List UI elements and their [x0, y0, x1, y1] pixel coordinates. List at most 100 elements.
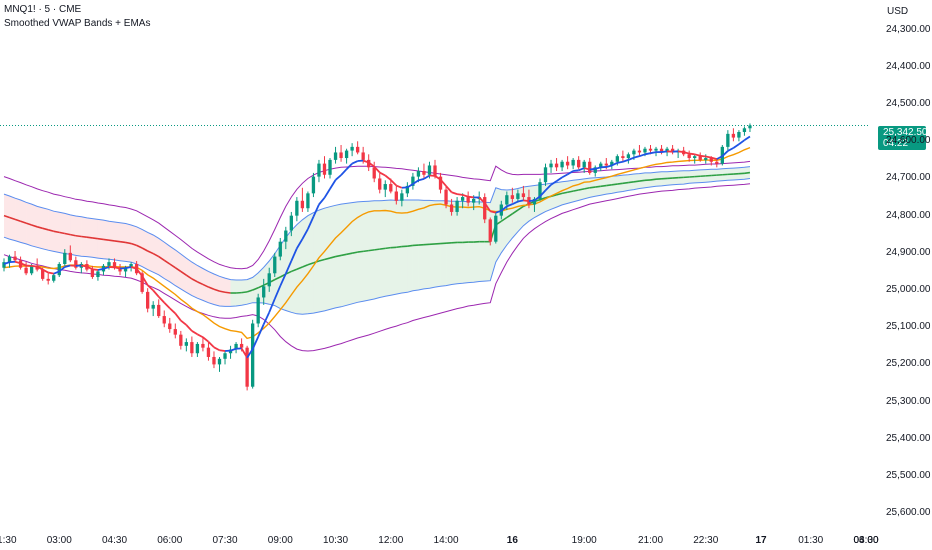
vwap-basis-segment: [208, 286, 215, 291]
price-tick-label: 25,000.00: [886, 284, 931, 296]
vwap-basis-segment: [141, 247, 149, 252]
candle-body: [704, 158, 708, 160]
vwap-basis-segment: [103, 238, 110, 241]
ema-fast-segment: [490, 210, 497, 214]
currency-label[interactable]: USD: [887, 6, 909, 17]
price-tick-label: 24,700.00: [886, 172, 931, 184]
ema-fast-segment: [246, 348, 254, 359]
vwap-basis-segment: [407, 244, 414, 247]
vwap-basis-segment: [368, 249, 375, 252]
ema-fast-segment: [500, 205, 508, 212]
vwap-basis-segment: [500, 216, 508, 222]
vwap-basis-segment: [274, 276, 281, 281]
ema-fast-segment: [611, 162, 618, 167]
price-tick-label: 24,900.00: [886, 246, 931, 258]
candle-body: [400, 193, 404, 201]
candle-body: [372, 167, 376, 179]
ema-fast-segment: [251, 336, 260, 350]
ema-fast-segment: [390, 179, 397, 187]
vwap-basis-segment: [213, 288, 220, 292]
ema-fast-segment: [273, 285, 282, 300]
vwap-basis-segment: [617, 182, 623, 185]
candle-body: [604, 163, 608, 166]
ema-fast-segment: [650, 151, 657, 155]
ema-fast-segment: [97, 267, 104, 271]
vwap-basis-segment: [584, 186, 590, 190]
candle-body: [13, 256, 17, 261]
ema-fast-segment: [240, 347, 248, 359]
indicator-title[interactable]: Smoothed VWAP Bands + EMAs: [4, 18, 151, 29]
ema-fast-segment: [478, 196, 486, 204]
band-fill-segment: [252, 272, 259, 303]
ema-fast-segment: [721, 150, 729, 157]
candle-body: [626, 154, 631, 159]
vwap-basis-segment: [252, 287, 259, 291]
candle-body: [687, 154, 691, 159]
ema-fast-segment: [42, 268, 49, 274]
time-tick-label: 06:00: [157, 535, 183, 546]
vwap-basis-segment: [539, 197, 546, 201]
ema-fast-segment: [368, 161, 375, 168]
candle-body: [472, 198, 476, 203]
candle-body: [521, 193, 526, 198]
candle-body: [239, 343, 244, 348]
time-axis[interactable]: 01:3003:0004:3006:0007:3009:0010:3012:00…: [0, 528, 879, 550]
candle-body: [322, 163, 327, 175]
candle-body: [140, 273, 144, 292]
ema-fast-segment: [86, 265, 93, 271]
ema-fast-segment: [213, 346, 220, 352]
vwap-basis-segment: [202, 283, 209, 288]
price-tick-label: 24,600.00: [886, 135, 931, 147]
candle-body: [179, 334, 183, 346]
candle-body: [151, 304, 155, 309]
vwap-basis-segment: [169, 263, 176, 269]
time-tick-label: 09:00: [267, 535, 293, 546]
ema-fast-segment: [185, 324, 193, 332]
candle-body: [394, 191, 398, 201]
candle-body: [273, 256, 277, 274]
vwap-basis-segment: [180, 270, 187, 276]
vwap-basis-segment: [64, 232, 71, 236]
candle-body: [306, 193, 310, 209]
candlestick-chart[interactable]: [0, 0, 870, 528]
ema-fast-segment: [716, 155, 723, 160]
ema-fast-segment: [644, 152, 651, 156]
vwap-basis-segment: [324, 257, 331, 261]
vwap-basis-segment: [633, 180, 640, 183]
candle-body: [460, 197, 465, 201]
ema-fast-segment: [318, 197, 326, 206]
band-fill-segment: [291, 224, 297, 314]
ema-fast-segment: [135, 268, 143, 277]
candle-body: [422, 171, 426, 175]
candle-body: [549, 163, 553, 168]
candle-body: [416, 171, 421, 177]
candle-body: [383, 184, 387, 190]
chart-plot-area[interactable]: MNQ1! · 5 · CME Smoothed VWAP Bands + EM…: [0, 0, 870, 528]
candle-body: [46, 278, 50, 281]
ema-fast-segment: [20, 262, 27, 267]
vwap-basis-segment: [108, 239, 115, 242]
time-tick-label: 04:30: [853, 535, 879, 546]
vwap-basis-segment: [92, 237, 99, 240]
candle-body: [339, 152, 343, 159]
candle-body: [599, 163, 603, 168]
vwap-basis-segment: [340, 253, 347, 257]
vwap-basis-segment: [3, 214, 10, 219]
ema-fast-segment: [207, 341, 215, 348]
price-axis[interactable]: [870, 0, 932, 528]
candle-body: [361, 152, 365, 160]
ema-fast-segment: [191, 330, 198, 336]
vwap-basis-segment: [42, 227, 49, 231]
ema-fast-segment: [550, 180, 558, 186]
candle-body: [162, 316, 166, 324]
candle-body: [157, 304, 161, 317]
vwap-basis-segment: [136, 244, 143, 249]
ema-fast-segment: [727, 147, 734, 152]
time-tick-label: 21:00: [637, 535, 664, 546]
vwap-basis-segment: [20, 220, 27, 224]
symbol-title[interactable]: MNQ1! · 5 · CME: [4, 4, 82, 15]
ema-fast-segment: [434, 175, 442, 181]
vwap-basis-segment: [191, 278, 198, 283]
time-tick-label: 14:00: [433, 535, 459, 546]
vwap-basis-segment: [158, 255, 165, 261]
